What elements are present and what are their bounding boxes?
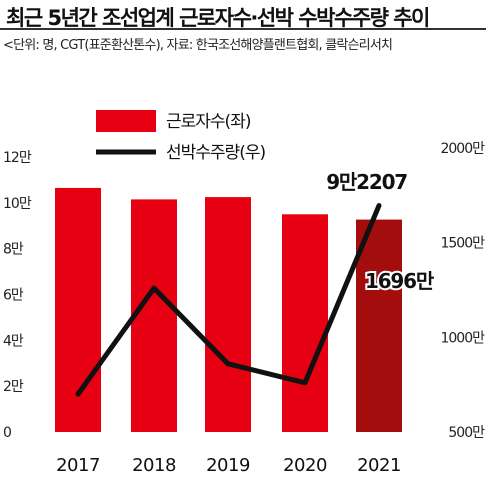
x-tick-label-2019: 2019: [206, 455, 250, 476]
right-axis: 500만 1000만 1500만 2000만: [440, 141, 486, 441]
x-tick-label-2017: 2017: [56, 455, 100, 476]
x-tick-label-2020: 2020: [283, 455, 327, 476]
left-axis: 0 2만 4만 6만 8만 10만 12만: [3, 150, 33, 441]
annotation-bar-2021: 9만2207: [326, 170, 407, 194]
legend-bar-swatch: [96, 110, 156, 132]
x-axis: 2017 2018 2019 2020 2021: [56, 455, 401, 476]
right-tick-label: 1000만: [440, 330, 485, 346]
legend-bar-label: 근로자수(좌): [166, 112, 251, 132]
right-tick-label: 1500만: [440, 236, 485, 252]
line-point-2021: [377, 204, 381, 208]
x-tick-label-2021: 2021: [357, 455, 401, 476]
bar-series: [55, 187, 402, 432]
bar-2020: [282, 214, 328, 432]
line-point-2020: [303, 381, 307, 385]
right-tick-label: 500만: [448, 425, 485, 441]
annotations: 9만2207 1696만: [326, 170, 438, 295]
left-tick-label: 4만: [3, 333, 24, 349]
bar-2019: [205, 197, 251, 432]
line-point-2017: [76, 392, 80, 396]
left-tick-label: 10만: [3, 196, 32, 212]
bar-2021: [356, 219, 402, 432]
annotation-line-2021: 1696만: [365, 269, 435, 293]
bar-2018: [131, 199, 177, 432]
x-tick-label-2018: 2018: [132, 455, 176, 476]
left-tick-label: 12만: [3, 150, 32, 166]
chart-subtitle: <단위: 명, CGT(표준환산톤수), 자료: 한국조선해양플랜트협회, 클락…: [3, 38, 393, 53]
left-tick-label: 0: [3, 425, 11, 441]
line-series: [75, 203, 382, 397]
left-tick-label: 8만: [3, 242, 24, 258]
legend: 근로자수(좌) 선박수주량(우): [96, 110, 266, 163]
chart-title: 최근 5년간 조선업계 근로자수·선박 수박수주량 추이: [6, 6, 430, 30]
line-point-2018: [152, 286, 156, 290]
legend-line-label: 선박수주량(우): [166, 143, 265, 163]
right-tick-label: 2000만: [440, 141, 485, 157]
left-tick-label: 2만: [3, 379, 24, 395]
line-point-2019: [226, 362, 230, 366]
title-divider: [0, 28, 486, 30]
left-tick-label: 6만: [3, 288, 24, 304]
